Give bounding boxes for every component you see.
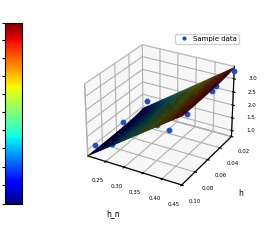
X-axis label: h_n: h_n — [107, 209, 120, 218]
Legend: Sample data: Sample data — [175, 34, 239, 44]
Y-axis label: h: h — [238, 190, 243, 198]
